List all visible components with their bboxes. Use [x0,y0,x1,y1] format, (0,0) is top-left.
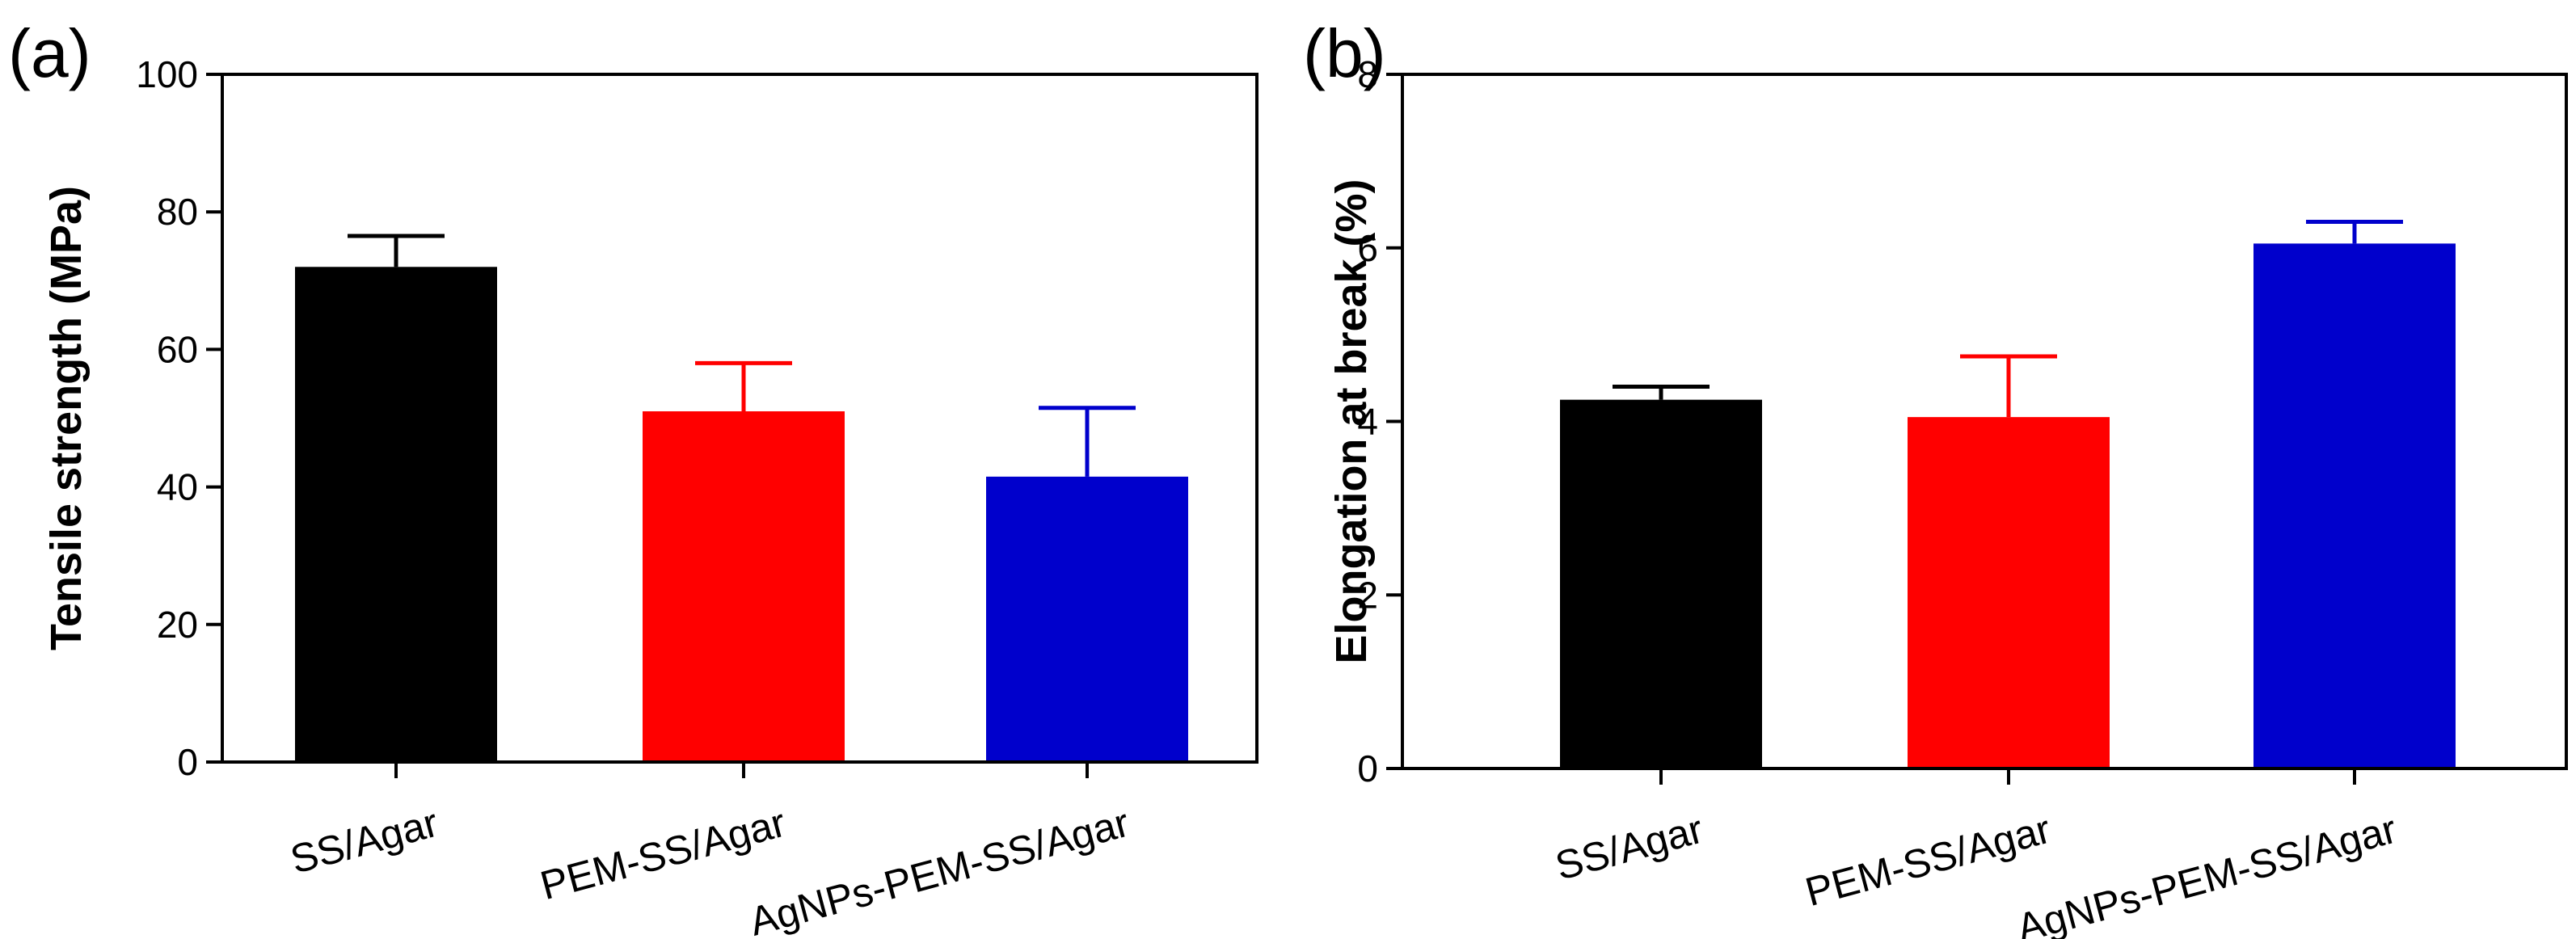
x-tick-label: PEM-SS/Agar [1801,806,2055,916]
y-tick-label: 60 [157,328,198,370]
bar-2 [1908,417,2110,768]
y-tick-label: 80 [157,191,198,233]
panel-label: (a) [8,15,91,91]
y-axis-title: Tensile strength (MPa) [42,186,91,651]
panel-a: (a) 0 20 40 60 80 100 SS/Agar PEM-SS/AgarAgNPs-P… [8,15,1258,939]
x-tick-label: SS/Agar [285,800,442,882]
y-tick-label: 6 [1357,227,1378,269]
y-tick-label: 20 [157,604,198,646]
y-tick-label: 0 [177,741,198,783]
y-tick-label: 0 [1357,747,1378,790]
y-tick-label: 100 [136,53,198,95]
bar-1 [1560,399,1762,768]
y-tick-label: 4 [1357,401,1378,443]
bar-3 [2253,243,2456,769]
y-tick-label: 2 [1357,574,1378,616]
y-tick-label: 40 [157,466,198,508]
bar-3 [986,476,1188,762]
y-tick-label: 8 [1357,53,1378,95]
plot-frame [221,73,1258,764]
bar-2 [643,411,845,762]
bar-1 [295,267,497,762]
x-tick-label: AgNPs-PEM-SS/Agar [744,800,1134,939]
x-tick-label: AgNPs-PEM-SS/Agar [2012,806,2401,939]
panel-b: (b) 0 2 4 6 8 SS/Agar PEM-SS/AgarAgNPs-PEM-SS/A… [1303,15,2568,939]
x-tick-label: PEM-SS/Agar [536,800,791,909]
x-tick-label: SS/Agar [1550,806,1707,889]
y-axis-title: Elongation at break (%) [1327,179,1376,663]
panel-label: (b) [1303,15,1386,91]
